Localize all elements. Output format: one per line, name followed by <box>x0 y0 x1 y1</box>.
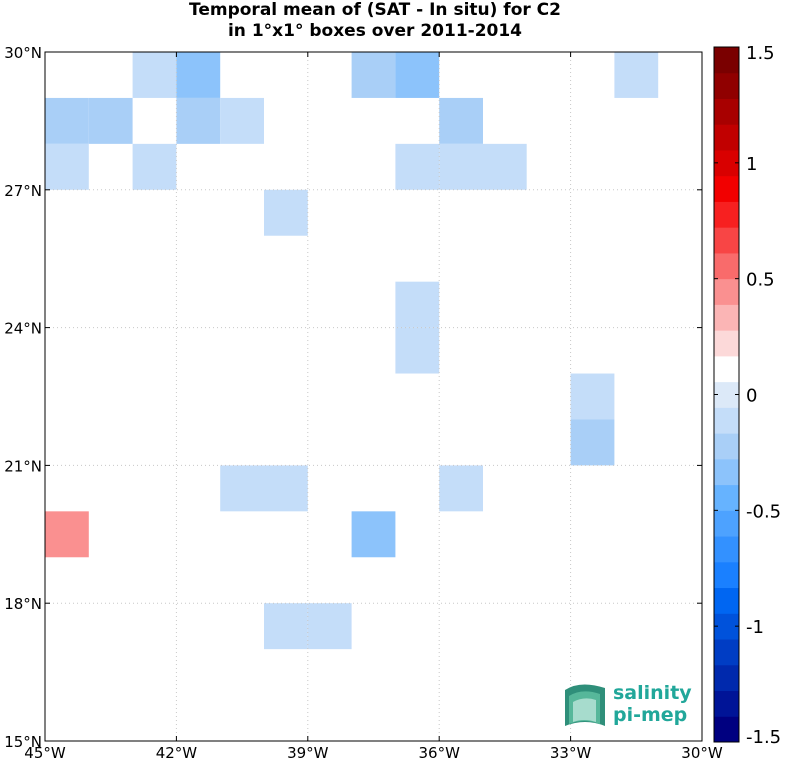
heatmap-cell <box>526 143 571 190</box>
heatmap-cell <box>570 373 615 420</box>
heatmap-cell <box>132 465 177 512</box>
heatmap-cells <box>45 52 702 650</box>
colorbar-segment <box>714 716 739 743</box>
chart-title: Temporal mean of (SAT - In situ) for C2 … <box>0 0 750 42</box>
colorbar-tick-label: 0.5 <box>746 270 775 291</box>
heatmap-cell <box>439 143 483 190</box>
colorbar-segment <box>714 381 739 408</box>
heatmap-cell <box>264 189 308 236</box>
heatmap-cell <box>307 603 352 650</box>
colorbar-tick-label: 1.5 <box>746 43 775 64</box>
colorbar-segment <box>714 278 739 305</box>
heatmap-cell <box>220 97 264 144</box>
colorbar-segment <box>714 175 739 202</box>
heatmap-cell <box>614 52 659 98</box>
heatmap-cell <box>570 419 615 466</box>
heatmap-cell <box>483 143 527 190</box>
heatmap-cell <box>439 465 483 512</box>
heatmap-cell <box>132 52 177 98</box>
colorbar-tick-label: -1 <box>746 617 764 638</box>
y-tick-label: 21°N <box>4 457 42 475</box>
heatmap-cell <box>45 143 89 190</box>
heatmap-cell <box>395 281 440 328</box>
colorbar-segment <box>714 690 739 717</box>
heatmap-cell <box>351 465 396 512</box>
heatmap-cell <box>45 97 89 144</box>
x-tick-label: 30°W <box>681 744 723 762</box>
heatmap-cell <box>395 52 440 98</box>
colorbar-segment <box>714 639 739 666</box>
chart-title-line1: Temporal mean of (SAT - In situ) for C2 <box>189 0 561 20</box>
heatmap-cell <box>176 52 221 98</box>
colorbar-segment <box>714 407 739 434</box>
heatmap-cell <box>176 97 221 144</box>
colorbar-segment <box>714 330 739 357</box>
heatmap-cell <box>351 511 396 558</box>
x-tick-label: 33°W <box>550 744 592 762</box>
colorbar-tick-label: 1 <box>746 154 757 175</box>
heatmap-cell <box>351 52 396 98</box>
colorbar-segment <box>714 47 739 74</box>
colorbar-segment <box>714 124 739 151</box>
heatmap-cell <box>45 511 89 558</box>
colorbar-segment <box>714 536 739 563</box>
colorbar-segment <box>714 433 739 460</box>
y-tick-label: 15°N <box>4 733 42 751</box>
y-tick-label: 24°N <box>4 320 42 338</box>
heatmap-cell <box>264 603 308 650</box>
colorbar-segment <box>714 561 739 589</box>
x-tick-label: 39°W <box>287 744 329 762</box>
logo-text-pimep: pi-mep <box>613 704 688 726</box>
colorbar-segment <box>714 484 739 511</box>
heatmap-cell <box>88 97 133 144</box>
colorbar-segment <box>714 587 739 614</box>
heatmap-cell <box>395 143 440 190</box>
wave-logo-icon <box>565 684 605 726</box>
heatmap-cell <box>658 281 702 328</box>
colorbar-segment <box>714 664 739 692</box>
y-tick-label: 18°N <box>4 595 42 613</box>
heatmap-cell <box>264 465 308 512</box>
colorbar-segment <box>714 355 739 383</box>
heatmap-cell <box>132 143 177 190</box>
colorbar-segment <box>714 252 739 280</box>
heatmap-cell <box>351 143 396 190</box>
colorbar-segment <box>714 304 739 331</box>
colorbar: -1.5 -1 -0.5 0 0.5 1 1.5 <box>713 43 781 748</box>
heatmap-cell <box>395 327 440 374</box>
plot-frame <box>44 51 703 742</box>
colorbar-tick-label: -1.5 <box>746 727 781 748</box>
logo-text-salinity: salinity <box>613 682 692 704</box>
x-tick-label: 36°W <box>418 744 460 762</box>
colorbar-segment <box>714 227 739 254</box>
x-tick-label: 42°W <box>156 744 198 762</box>
x-tick-label: 45°W <box>24 744 66 762</box>
colorbar-tick-label: -0.5 <box>746 501 781 522</box>
colorbar-segment <box>714 72 739 99</box>
salinity-pimep-logo: salinity pi-mep <box>560 680 700 736</box>
grid-lines <box>45 52 702 741</box>
heatmap-cell <box>570 281 615 328</box>
heatmap-cell <box>176 557 221 604</box>
heatmap-cell <box>439 97 483 144</box>
colorbar-segment <box>714 149 739 177</box>
colorbar-segment <box>714 458 739 486</box>
heatmap-cell <box>483 465 527 512</box>
colorbar-tick-label: 0 <box>746 386 757 407</box>
y-tick-label: 30°N <box>4 44 42 62</box>
y-axis: 15°N 18°N 21°N 24°N 27°N 30°N <box>4 44 702 751</box>
x-axis: 45°W 42°W 39°W 36°W 33°W 30°W <box>24 52 723 762</box>
colorbar-segment <box>714 98 739 125</box>
chart-title-line2: in 1°x1° boxes over 2011-2014 <box>227 21 523 41</box>
colorbar-segment <box>714 613 739 640</box>
colorbar-segment <box>714 201 739 228</box>
heatmap-cell <box>220 465 264 512</box>
y-tick-label: 27°N <box>4 182 42 200</box>
colorbar-segment <box>714 510 739 537</box>
